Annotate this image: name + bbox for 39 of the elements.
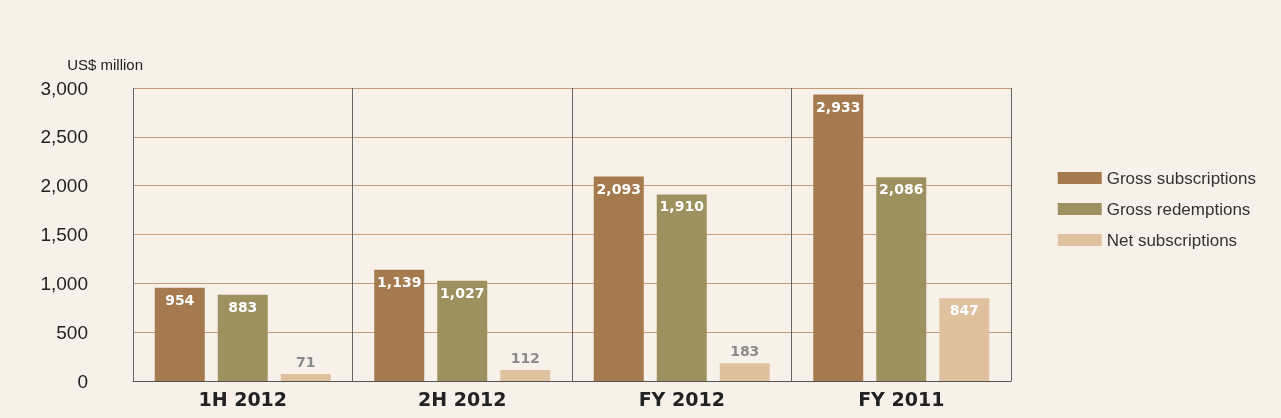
- legend-label: Gross subscriptions: [1106, 168, 1257, 188]
- x-tick-label: 2H 2012: [417, 387, 507, 410]
- y-tick-label: 2,500: [40, 126, 88, 148]
- bar: [437, 280, 488, 381]
- x-tick-label: FY 2012: [638, 387, 725, 410]
- bar: [217, 294, 268, 381]
- x-tick-label: 1H 2012: [198, 387, 288, 410]
- bar: [876, 177, 927, 381]
- y-tick-label: 1,000: [40, 272, 88, 294]
- data-label: 2,086: [879, 181, 924, 198]
- y-axis-title: US$ million: [67, 56, 143, 73]
- x-tick-label: FY 2011: [858, 387, 945, 410]
- data-label: 2,933: [816, 98, 861, 115]
- data-label: 1,027: [440, 284, 485, 301]
- y-tick-label: 1,500: [40, 224, 88, 245]
- bar: [656, 194, 707, 381]
- bar: [154, 287, 205, 381]
- data-label: 1,139: [377, 273, 422, 290]
- bar: [593, 176, 644, 381]
- legend-label: Gross redemptions: [1106, 199, 1251, 219]
- data-label: 183: [730, 343, 760, 360]
- y-tick-label: 3,000: [40, 77, 88, 99]
- data-label: 112: [510, 350, 540, 367]
- data-label: 847: [949, 302, 979, 319]
- bar: [500, 370, 551, 381]
- bar: [939, 298, 990, 381]
- data-label: 1,910: [659, 198, 705, 215]
- bar: [719, 363, 770, 381]
- bar: [280, 374, 331, 381]
- data-label: 71: [296, 354, 316, 371]
- y-tick-label: 0: [77, 370, 88, 392]
- legend-label: Net subscriptions: [1106, 230, 1238, 250]
- data-label: 2,093: [596, 180, 641, 197]
- bar: [374, 269, 425, 381]
- y-tick-label: 2,000: [40, 175, 88, 197]
- y-tick-label: 500: [56, 321, 88, 343]
- data-label: 883: [228, 298, 258, 315]
- bar: [813, 94, 864, 381]
- data-label: 954: [165, 291, 195, 308]
